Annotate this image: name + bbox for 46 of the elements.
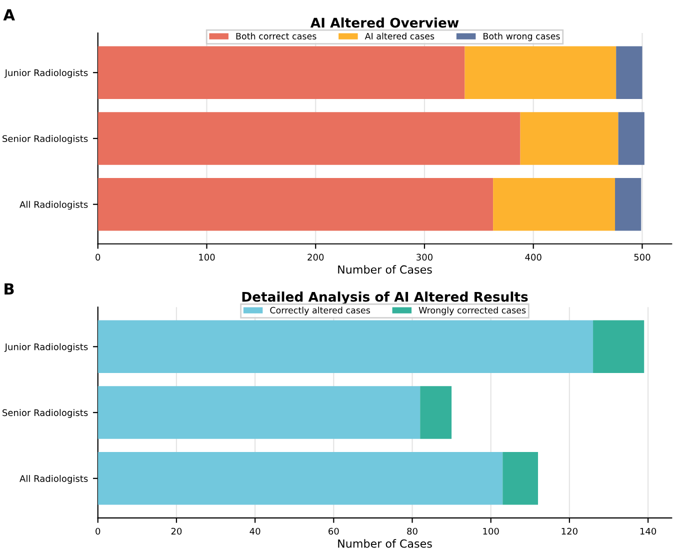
x-tick-label: 40 [250,528,260,535]
x-tick-label: 100 [199,254,215,261]
bar [616,46,642,99]
x-tick-label: 200 [308,254,324,261]
bar [618,112,644,165]
x-axis-title: Number of Cases [338,265,432,274]
y-tick-label: Senior Radiologists [2,135,88,144]
bar [502,452,538,505]
x-tick-label: 20 [171,528,182,535]
x-tick-label: 100 [483,528,499,535]
y-tick-label: Junior Radiologists [4,343,88,352]
bar [98,452,503,505]
legend-label: Wrongly corrected cases [418,306,526,316]
bar [98,320,594,374]
bar [464,46,616,99]
x-tick-label: 300 [416,254,433,261]
text: B [4,283,14,294]
bar [593,320,644,374]
bar [98,386,420,439]
x-tick-label: 80 [407,528,418,535]
legend-label: Both wrong cases [484,32,560,42]
text: A [3,9,15,20]
x-tick-label: 60 [328,528,339,535]
bar [98,46,465,99]
y-tick-label: Junior Radiologists [4,69,88,78]
x-tick-label: 120 [562,528,578,535]
x-tick-label: 0 [96,528,100,535]
bar [98,112,520,165]
bar [493,178,616,231]
bar [420,386,452,439]
bar [520,112,618,165]
legend-label: Correctly altered cases [270,306,370,316]
legend-label: Both correct cases [236,32,316,40]
legend-label: AI altered cases [364,32,434,40]
x-tick-label: 500 [634,254,650,261]
y-tick-label: All Radiologists [20,200,88,210]
x-axis-title: Number of Cases [338,539,432,548]
x-tick-label: 140 [640,528,656,535]
chart-title: Detailed Analysis of AI Altered Results [242,292,528,304]
x-tick-label: 0 [96,254,100,261]
y-tick-label: Senior Radiologists [2,409,88,418]
chart-title: AI Altered Overview [310,17,459,28]
y-tick-label: All Radiologists [20,474,88,484]
bar [98,178,494,231]
x-tick-label: 400 [525,254,542,261]
bar [615,178,642,231]
